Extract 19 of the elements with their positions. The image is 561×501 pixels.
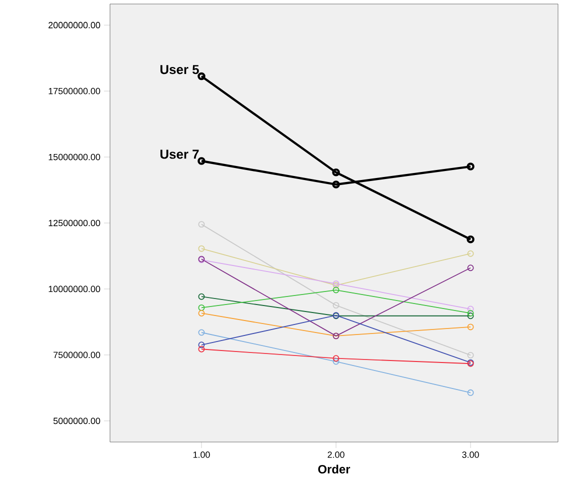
point [332, 355, 340, 362]
series-label: User 5 [160, 65, 199, 74]
point [332, 286, 340, 294]
y-tick-label: 5000000.00 [53, 418, 100, 424]
x-axis-title: Order [318, 464, 350, 474]
x-tick-label: 3.00 [462, 452, 479, 458]
y-tick-label: 12500000.00 [48, 220, 100, 226]
y-tick-label: 20000000.00 [48, 22, 100, 28]
point [332, 168, 340, 176]
y-tick-label: 10000000.00 [48, 286, 100, 292]
point [332, 180, 340, 188]
point [332, 358, 340, 365]
series-label: User 7 [160, 150, 199, 159]
y-tick-label: 15000000.00 [48, 154, 100, 160]
x-tick-label: 1.00 [193, 452, 210, 458]
point [332, 302, 340, 309]
y-tick-label: 17500000.00 [48, 88, 100, 94]
x-tick-label: 2.00 [328, 452, 344, 458]
y-tick-label: 7500000.00 [54, 352, 100, 358]
